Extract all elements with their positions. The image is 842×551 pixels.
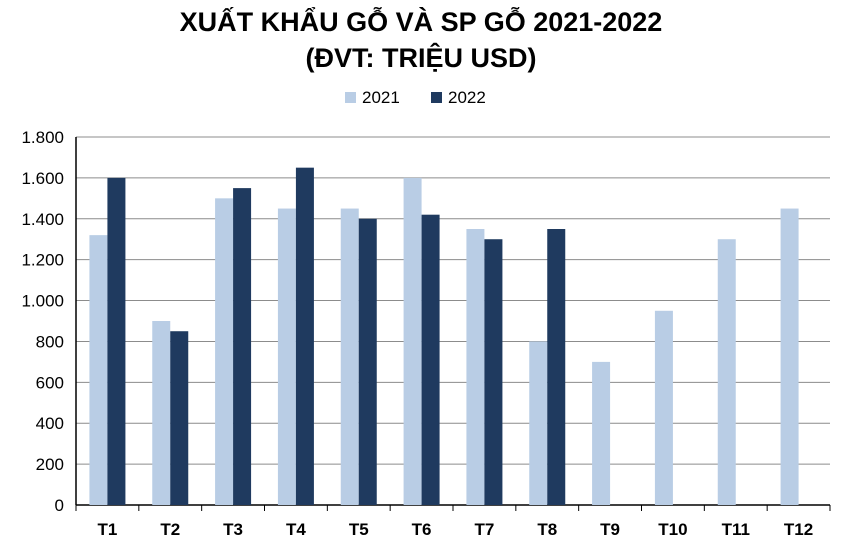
chart-title-line2: (ĐVT: TRIỆU USD) xyxy=(305,43,537,73)
y-tick-label: 800 xyxy=(36,332,64,351)
bar-2022-T1 xyxy=(107,177,126,505)
y-tick-label: 1.800 xyxy=(21,128,64,147)
bar-2021-T12 xyxy=(780,208,799,506)
bar-2022-T2 xyxy=(170,331,189,505)
bar-2021-T8 xyxy=(529,341,548,505)
x-tick-label: T8 xyxy=(537,520,557,539)
bar-2021-T6 xyxy=(403,177,422,505)
x-tick-label: T1 xyxy=(97,520,117,539)
bar-2021-T2 xyxy=(152,321,171,505)
bar-2022-T5 xyxy=(358,218,377,505)
legend-swatch-2022 xyxy=(431,92,442,103)
bar-2021-T1 xyxy=(89,235,108,505)
legend-label-2021: 2021 xyxy=(362,88,400,107)
x-tick-label: T10 xyxy=(658,520,687,539)
x-tick-label: T5 xyxy=(349,520,369,539)
x-tick-label: T6 xyxy=(412,520,432,539)
y-tick-label: 600 xyxy=(36,373,64,392)
bar-2022-T8 xyxy=(547,229,566,505)
y-tick-label: 1.000 xyxy=(21,292,64,311)
bar-2022-T6 xyxy=(421,214,440,505)
y-tick-label: 1.600 xyxy=(21,169,64,188)
x-tick-label: T2 xyxy=(160,520,180,539)
x-tick-label: T7 xyxy=(474,520,494,539)
x-tick-label: T9 xyxy=(600,520,620,539)
bar-2021-T9 xyxy=(592,361,611,505)
bar-2021-T11 xyxy=(717,239,736,505)
y-tick-label: 0 xyxy=(55,496,64,515)
legend-label-2022: 2022 xyxy=(448,88,486,107)
bar-2022-T4 xyxy=(295,167,314,505)
bar-2021-T5 xyxy=(340,208,359,506)
chart-title-line1: XUẤT KHẨU GỖ VÀ SP GỖ 2021-2022 xyxy=(179,7,663,37)
y-tick-label: 1.400 xyxy=(21,210,64,229)
y-tick-label: 400 xyxy=(36,414,64,433)
bar-2021-T4 xyxy=(277,208,296,506)
x-tick-label: T4 xyxy=(286,520,306,539)
bar-2021-T10 xyxy=(654,310,673,505)
bar-2021-T3 xyxy=(215,198,234,506)
x-tick-label: T11 xyxy=(722,520,750,539)
y-tick-label: 1.200 xyxy=(21,251,64,270)
bar-2022-T7 xyxy=(484,239,503,505)
x-tick-label: T12 xyxy=(784,520,813,539)
bar-2021-T7 xyxy=(466,229,485,505)
x-tick-label: T3 xyxy=(223,520,243,539)
y-tick-label: 200 xyxy=(36,455,64,474)
legend-swatch-2021 xyxy=(345,92,356,103)
bar-2022-T3 xyxy=(233,188,252,505)
